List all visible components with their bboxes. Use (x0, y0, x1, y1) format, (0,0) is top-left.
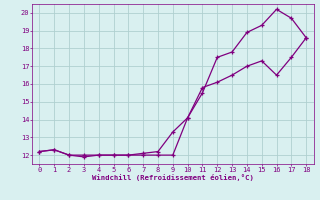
X-axis label: Windchill (Refroidissement éolien,°C): Windchill (Refroidissement éolien,°C) (92, 174, 254, 181)
